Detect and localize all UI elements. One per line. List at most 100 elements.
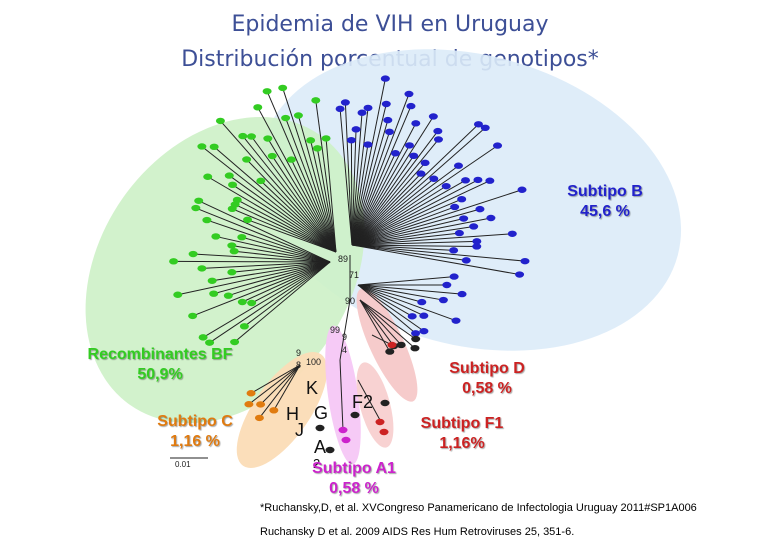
- tree-branch: [339, 108, 353, 246]
- tree-leaf: [281, 114, 291, 122]
- tree-branch: [351, 173, 422, 246]
- subtype-f1-region: [356, 362, 394, 448]
- tree-branch: [351, 119, 389, 246]
- tree-branch: [202, 261, 331, 338]
- tree-branch: [351, 127, 486, 246]
- tree-branch: [351, 129, 357, 246]
- slide-title-line1: Epidemia de VIH en Uruguay: [231, 12, 549, 37]
- tree-branch: [351, 244, 477, 247]
- tree-leaf: [442, 281, 452, 289]
- tree-leaf: [239, 323, 249, 330]
- bootstrap-value: 90: [345, 296, 356, 306]
- tree-leaf: [387, 341, 397, 349]
- tree-leaf: [381, 100, 391, 108]
- tree-leaf: [410, 344, 420, 352]
- tree-leaf: [411, 120, 421, 127]
- tree-branch: [359, 299, 391, 352]
- tree-branch: [351, 240, 477, 246]
- tree-leaf: [202, 216, 212, 224]
- tree-leaf: [350, 411, 360, 419]
- subtype-d-name: Subtipo D: [449, 360, 525, 377]
- tree-leaf: [363, 104, 373, 112]
- tree-branch: [232, 208, 337, 253]
- tree-branch: [234, 204, 337, 253]
- tree-branch: [241, 236, 331, 263]
- tree-leaf: [457, 195, 467, 203]
- tree-leaf: [485, 177, 495, 184]
- tree-branch: [357, 379, 381, 421]
- subtype-a1-label: Subtipo A1 0,58 %: [299, 459, 409, 499]
- scale-label: 0.01: [175, 460, 191, 469]
- tree-branch: [248, 364, 301, 405]
- tree-branch: [351, 144, 369, 246]
- tree-branch: [244, 261, 331, 327]
- tree-leaf: [385, 348, 395, 355]
- tree-branch: [260, 180, 337, 253]
- tree-branch: [282, 87, 337, 253]
- tree-leaf: [312, 145, 322, 152]
- tree-branch: [351, 180, 491, 246]
- tree-leaf: [351, 126, 361, 133]
- tree-branch: [351, 244, 520, 276]
- subtype-c-label: Subtipo C 1,16 %: [140, 412, 250, 452]
- tree-branch: [213, 146, 337, 253]
- tree-leaf: [223, 292, 233, 299]
- tree-branch: [357, 284, 425, 332]
- tree-branch: [273, 364, 301, 411]
- clade-label-a2: 2: [313, 456, 321, 471]
- tree-leaf: [449, 273, 459, 280]
- tree-leaf: [469, 223, 479, 230]
- tree-leaf: [473, 121, 483, 128]
- tree-branch: [351, 130, 439, 246]
- subtype-f1-name: Subtipo F1: [420, 415, 504, 432]
- tree-branch: [242, 261, 331, 303]
- clade-label-a: A: [314, 437, 327, 457]
- clade-label-k: K: [306, 378, 319, 398]
- tree-branch: [351, 103, 387, 246]
- tree-branch: [206, 219, 331, 263]
- tree-leaf: [229, 247, 239, 255]
- tree-branch: [351, 244, 526, 262]
- subtype-b-region: [258, 49, 682, 351]
- tree-branch: [357, 284, 422, 303]
- tree-leaf: [230, 338, 240, 346]
- tree-branch: [201, 146, 337, 253]
- tree-leaf: [246, 390, 256, 397]
- tree-leaf: [244, 401, 254, 408]
- reference-citation-1: *Ruchansky,D, et al. XVCongreso Panameri…: [260, 502, 697, 514]
- tree-branch: [357, 276, 455, 286]
- tree-branch: [351, 198, 462, 246]
- tree-branch: [257, 107, 337, 253]
- tree-leaf: [209, 143, 219, 151]
- tree-leaf: [417, 298, 427, 306]
- tree-branch: [259, 364, 301, 419]
- tree-leaf: [473, 176, 483, 184]
- clade-label-j: J: [295, 420, 304, 440]
- tree-branch: [357, 284, 416, 334]
- tree-leaf: [335, 105, 345, 113]
- tree-leaf: [253, 104, 263, 111]
- tree-branch: [173, 260, 331, 263]
- tree-branch: [247, 219, 337, 253]
- tree-branch: [266, 91, 337, 253]
- tree-branch: [351, 165, 459, 246]
- tree-leaf: [224, 172, 234, 179]
- tree-leaf: [375, 418, 385, 426]
- tree-branch: [231, 261, 331, 273]
- tree-leaf: [520, 257, 530, 265]
- tree-branch: [193, 253, 331, 263]
- tree-branch: [246, 159, 337, 253]
- tree-leaf: [256, 401, 266, 408]
- tree-leaf: [315, 424, 325, 432]
- tree-leaf: [480, 124, 490, 132]
- subtype-a1-percent: 0,58 %: [329, 480, 379, 497]
- tree-leaf: [227, 242, 237, 249]
- tree-leaf: [215, 117, 225, 125]
- tree-leaf: [379, 428, 389, 436]
- subtype-b-label: Subtipo B 45,6 %: [555, 182, 655, 222]
- tree-leaf: [411, 330, 421, 337]
- tree-branch: [285, 117, 337, 253]
- tree-branch: [310, 140, 337, 253]
- tree-branch: [359, 299, 395, 347]
